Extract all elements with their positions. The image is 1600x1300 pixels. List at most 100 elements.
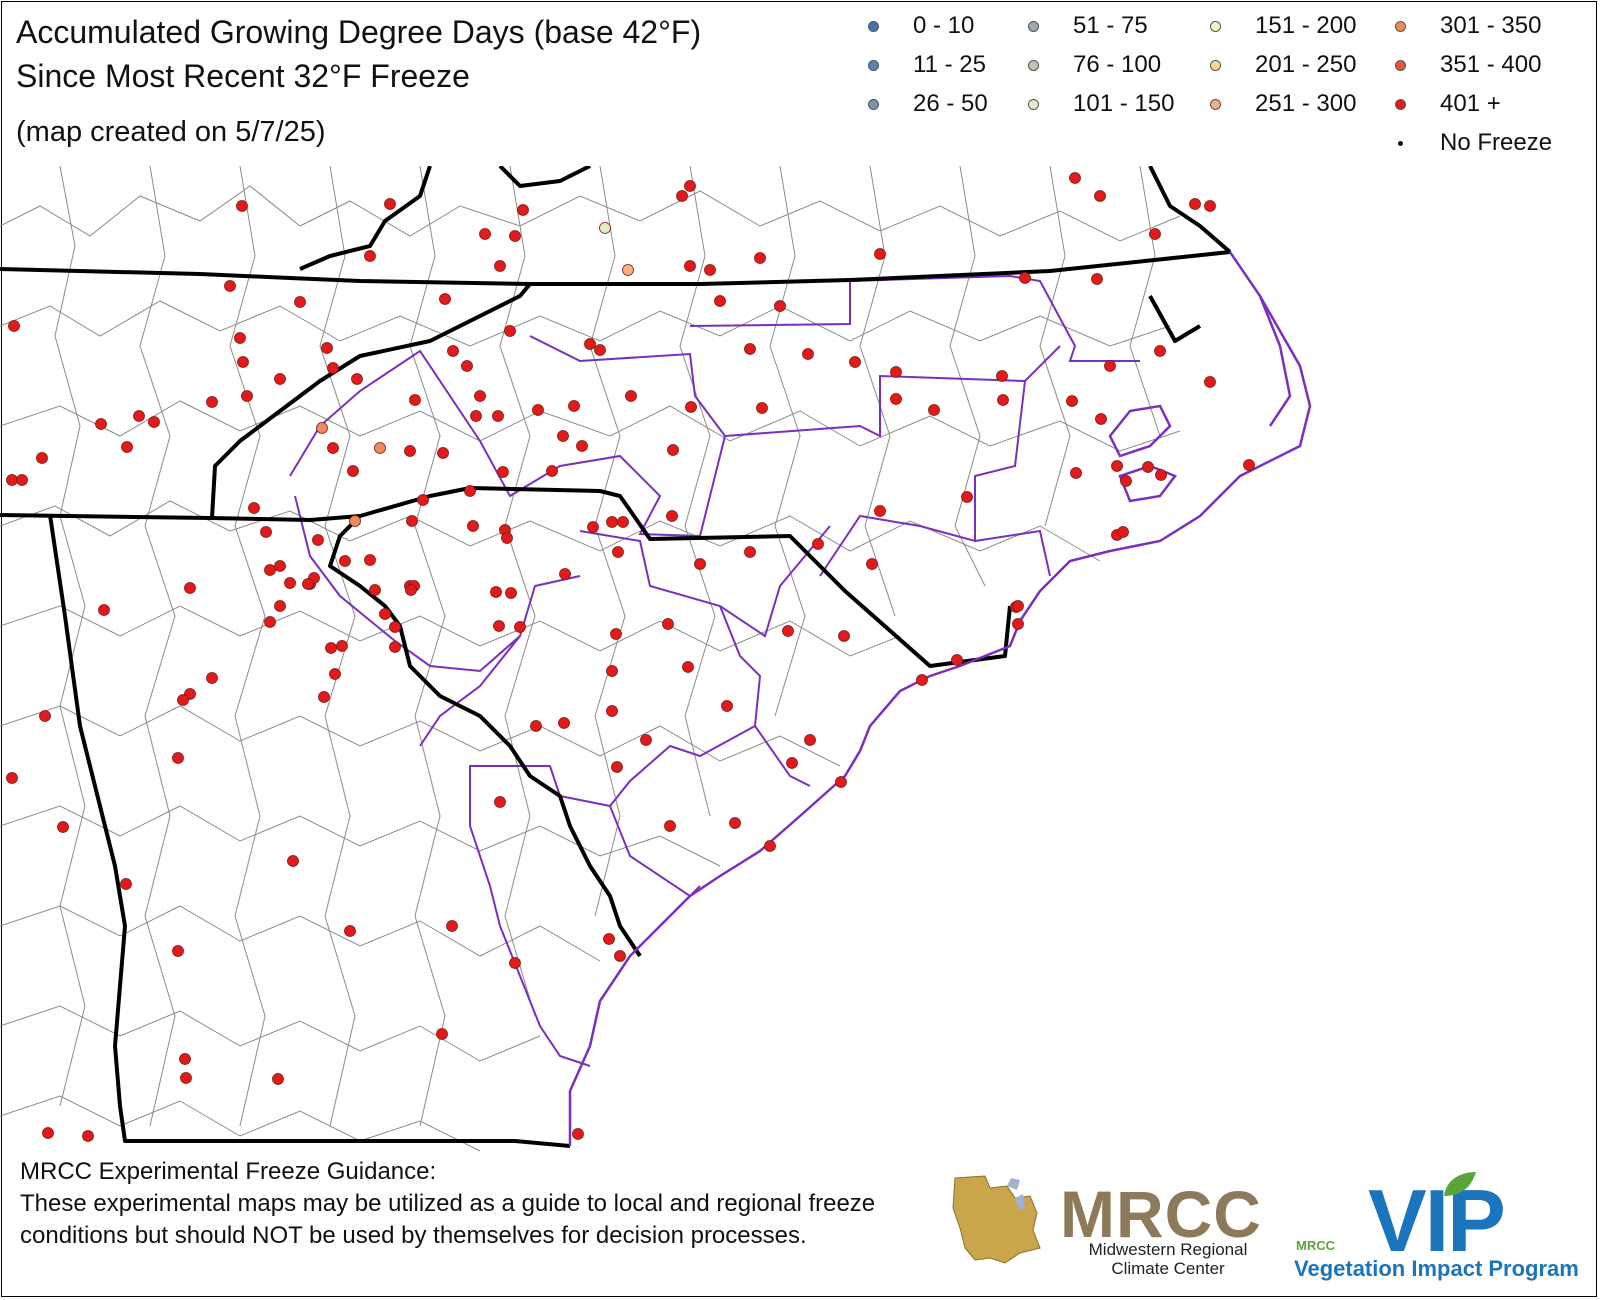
station-marker: [494, 260, 506, 272]
station-marker: [928, 404, 940, 416]
legend-label: 76 - 100: [1073, 51, 1162, 78]
mrcc-wordmark: MRCC: [1060, 1177, 1262, 1251]
station-marker: [594, 344, 606, 356]
county-boundaries: [0, 166, 1181, 1152]
station-marker: [1104, 360, 1116, 372]
station-marker: [1189, 198, 1201, 210]
station-marker: [587, 521, 599, 533]
station-marker: [1155, 469, 1167, 481]
map-svg: [0, 166, 1312, 1152]
legend-dot-icon: [1210, 98, 1221, 110]
station-marker: [517, 204, 529, 216]
station-marker: [264, 616, 276, 628]
midwest-map-icon: [952, 1175, 1041, 1264]
vip-small-label: MRCC: [1296, 1238, 1335, 1253]
station-marker: [557, 430, 569, 442]
station-marker: [470, 410, 482, 422]
station-marker: [764, 840, 776, 852]
legend-label: 11 - 25: [913, 51, 986, 78]
station-marker: [327, 362, 339, 374]
map-created-date: (map created on 5/7/25): [16, 116, 326, 148]
legend-dot-icon: [1028, 59, 1039, 71]
station-marker: [384, 198, 396, 210]
station-marker: [599, 222, 611, 234]
legend-label: 0 - 10: [913, 12, 975, 39]
station-marker: [786, 757, 798, 769]
station-marker: [1204, 200, 1216, 212]
station-marker: [436, 1028, 448, 1040]
station-marker: [509, 230, 521, 242]
station-marker: [559, 568, 571, 580]
station-marker: [39, 710, 51, 722]
station-marker: [612, 546, 624, 558]
station-marker: [835, 776, 847, 788]
station-marker: [530, 720, 542, 732]
station-marker: [133, 410, 145, 422]
station-marker: [509, 957, 521, 969]
station-marker: [916, 674, 928, 686]
station-markers: [6, 172, 1255, 1142]
station-marker: [389, 641, 401, 653]
station-marker: [264, 564, 276, 576]
station-marker: [676, 190, 688, 202]
station-marker: [951, 654, 963, 666]
station-marker: [287, 855, 299, 867]
station-marker: [121, 441, 133, 453]
station-marker: [1094, 190, 1106, 202]
station-marker: [439, 293, 451, 305]
station-marker: [961, 491, 973, 503]
station-marker: [568, 400, 580, 412]
station-marker: [224, 280, 236, 292]
station-marker: [1204, 376, 1216, 388]
station-marker: [364, 554, 376, 566]
legend-item: 0 - 10: [868, 8, 974, 44]
station-marker: [206, 396, 218, 408]
station-marker: [1070, 467, 1082, 479]
legend-dot-icon: [1028, 20, 1039, 32]
station-marker: [325, 642, 337, 654]
station-marker: [662, 618, 674, 630]
station-marker: [36, 452, 48, 464]
legend-dot-icon: [1395, 59, 1406, 71]
station-marker: [6, 474, 18, 486]
station-marker: [666, 510, 678, 522]
station-marker: [120, 878, 132, 890]
station-marker: [374, 442, 386, 454]
station-marker: [505, 587, 517, 599]
station-marker: [504, 325, 516, 337]
station-marker: [234, 332, 246, 344]
station-marker: [405, 584, 417, 596]
station-marker: [664, 820, 676, 832]
legend-dot-icon: [868, 98, 879, 110]
station-marker: [236, 200, 248, 212]
station-marker: [866, 558, 878, 570]
legend-dot-icon: [868, 59, 879, 71]
disclaimer: MRCC Experimental Freeze Guidance: These…: [20, 1156, 900, 1252]
station-marker: [617, 516, 629, 528]
station-marker: [1069, 172, 1081, 184]
disclaimer-body: These experimental maps may be utilized …: [20, 1190, 876, 1249]
station-marker: [890, 393, 902, 405]
coastline: [568, 251, 1312, 1146]
legend-dot-icon: [1210, 59, 1221, 71]
station-marker: [294, 296, 306, 308]
legend-item: 26 - 50: [868, 86, 988, 122]
mrcc-subtitle: Midwestern Regional Climate Center: [1073, 1240, 1263, 1278]
legend-label: 51 - 75: [1073, 12, 1148, 39]
station-marker: [404, 445, 416, 457]
station-marker: [1012, 618, 1024, 630]
station-marker: [339, 555, 351, 567]
station-marker: [684, 180, 696, 192]
station-marker: [148, 416, 160, 428]
station-marker: [704, 264, 716, 276]
station-marker: [774, 300, 786, 312]
station-marker: [514, 621, 526, 633]
legend-dot-icon: [1028, 98, 1039, 110]
legend-dot-icon: [1210, 20, 1221, 32]
station-marker: [179, 1053, 191, 1065]
legend-dot-icon: [1395, 98, 1406, 110]
station-marker: [389, 621, 401, 633]
station-marker: [838, 630, 850, 642]
legend: 0 - 10 11 - 25 26 - 50 51 - 75 76 - 100 …: [868, 8, 1598, 164]
station-marker: [16, 474, 28, 486]
